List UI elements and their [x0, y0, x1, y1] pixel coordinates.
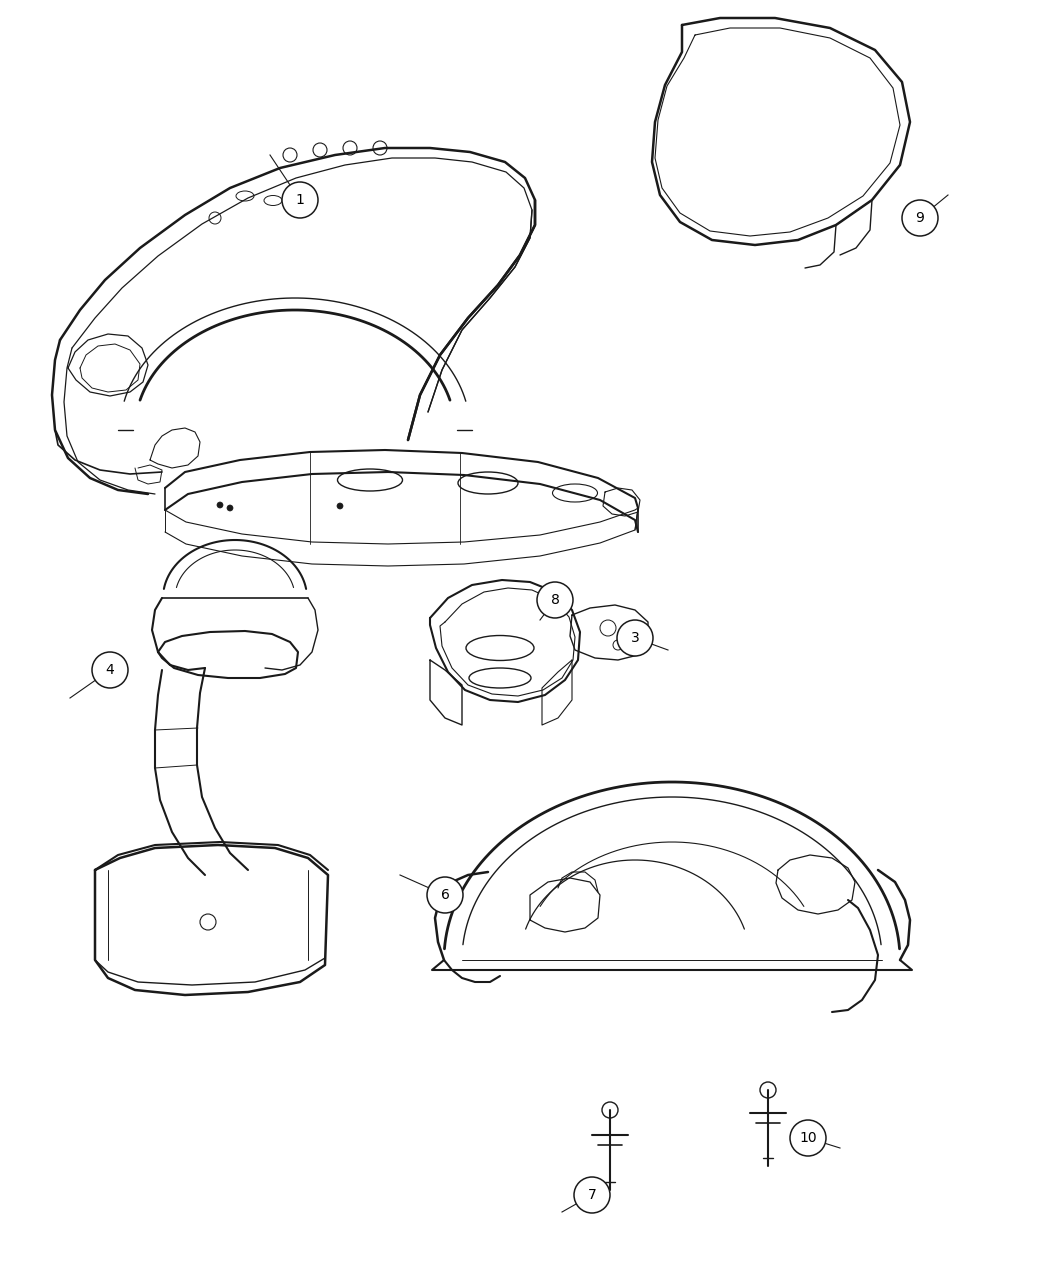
Text: 3: 3 — [631, 631, 639, 645]
Circle shape — [217, 502, 223, 507]
Text: 10: 10 — [799, 1131, 817, 1145]
Text: 1: 1 — [295, 193, 304, 207]
Circle shape — [574, 1177, 610, 1213]
Circle shape — [537, 581, 573, 618]
Circle shape — [902, 200, 938, 236]
Circle shape — [790, 1119, 826, 1156]
Text: 6: 6 — [441, 887, 449, 901]
Text: 7: 7 — [588, 1188, 596, 1202]
Circle shape — [337, 504, 343, 509]
Text: 4: 4 — [106, 663, 114, 677]
Circle shape — [427, 877, 463, 913]
Circle shape — [92, 652, 128, 688]
Text: 9: 9 — [916, 210, 924, 224]
Circle shape — [227, 505, 233, 511]
Circle shape — [617, 620, 653, 657]
Circle shape — [282, 182, 318, 218]
Text: 8: 8 — [550, 593, 560, 607]
